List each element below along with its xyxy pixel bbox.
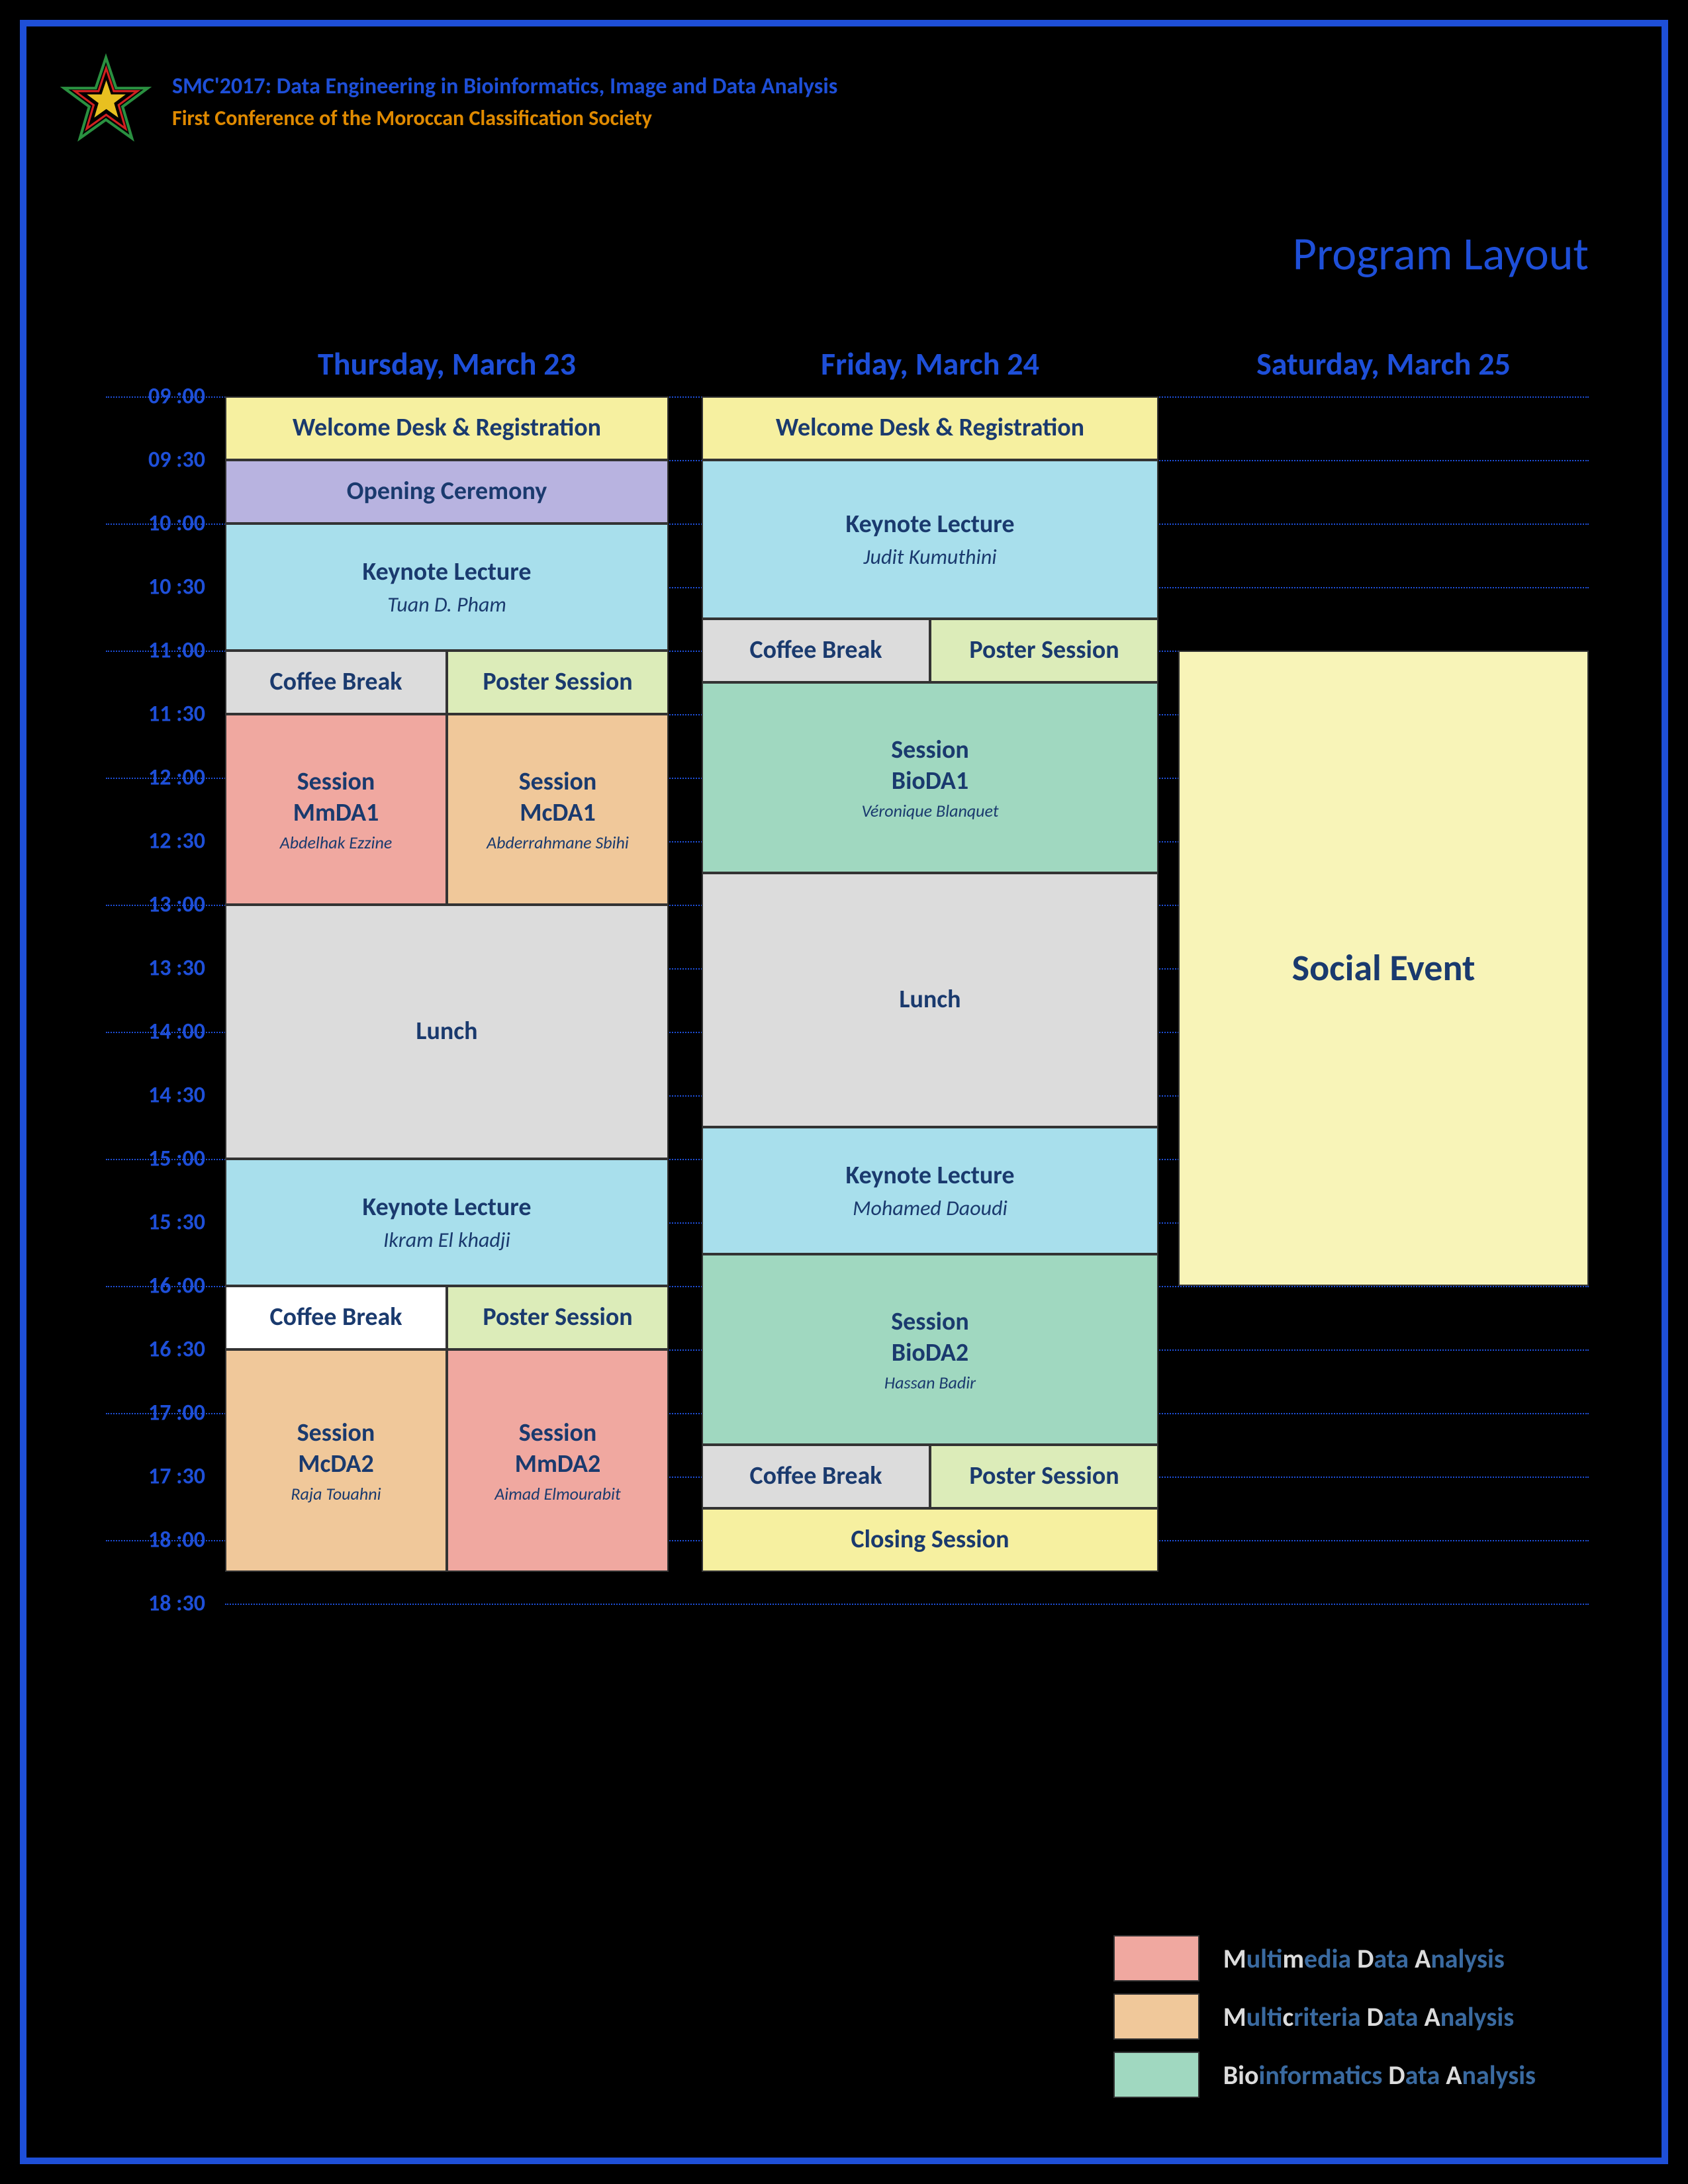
time-label: 12 :30	[148, 828, 205, 855]
schedule-event: SessionMmDA1 Abdelhak Ezzine	[225, 714, 447, 905]
time-label: 14 :30	[148, 1082, 205, 1109]
legend-swatch	[1113, 2052, 1199, 2098]
day-header-saturday: Saturday, March 25	[1178, 344, 1589, 383]
event-chair: Abdelhak Ezzine	[280, 832, 393, 853]
conference-logo-icon	[60, 53, 152, 146]
schedule-event: SessionBioDA2 Hassan Badir	[702, 1254, 1158, 1445]
event-chair: Abderrahmane Sbihi	[487, 832, 629, 853]
time-label: 16 :30	[148, 1336, 205, 1363]
event-title: SessionBioDA1	[891, 735, 969, 797]
schedule-event: Keynote Lecture Mohamed Daoudi	[702, 1127, 1158, 1254]
conference-subtitle: First Conference of the Moroccan Classif…	[172, 105, 837, 131]
legend-item: Multimedia Data Analysis	[1113, 1935, 1536, 1981]
schedule-event: Lunch	[225, 905, 669, 1159]
event-title: Keynote Lecture	[846, 1160, 1015, 1192]
schedule-event: Coffee Break	[702, 1445, 930, 1508]
event-chair: Hassan Badir	[884, 1372, 976, 1393]
event-speaker: Tuan D. Pham	[387, 592, 506, 617]
legend-item: Multicriteria Data Analysis	[1113, 1993, 1536, 2040]
schedule-event: Coffee Break	[225, 1286, 447, 1349]
schedule-event: Social Event	[1178, 651, 1589, 1286]
event-title: Lunch	[416, 1016, 477, 1048]
event-title: SessionMcDA2	[297, 1418, 375, 1480]
schedule-event: Keynote Lecture Judit Kumuthini	[702, 460, 1158, 619]
event-title: SessionBioDA2	[891, 1306, 969, 1369]
schedule-event: Poster Session	[930, 619, 1158, 682]
day-header-thursday: Thursday, March 23	[225, 344, 669, 383]
event-title: Coffee Break	[749, 1461, 882, 1492]
schedule-event: Poster Session	[930, 1445, 1158, 1508]
event-speaker: Judit Kumuthini	[863, 544, 996, 570]
event-chair: Raja Touahni	[291, 1483, 381, 1504]
schedule-event: Keynote Lecture Ikram El khadji	[225, 1159, 669, 1286]
schedule-event: Welcome Desk & Registration	[225, 396, 669, 460]
legend-label: Bioinformatics Data Analysis	[1223, 2059, 1536, 2091]
legend-swatch	[1113, 1935, 1199, 1981]
schedule-event: SessionBioDA1 Véronique Blanquet	[702, 682, 1158, 873]
legend-swatch	[1113, 1993, 1199, 2040]
legend: Multimedia Data Analysis Multicriteria Da…	[1113, 1935, 1536, 2098]
schedule: Thursday, March 23 Friday, March 24 Satu…	[106, 344, 1589, 1667]
time-label: 15 :30	[148, 1209, 205, 1236]
event-title: Coffee Break	[749, 635, 882, 666]
event-title: SessionMmDA1	[293, 766, 379, 829]
event-chair: Véronique Blanquet	[861, 800, 998, 821]
event-title: Poster Session	[483, 666, 632, 698]
event-speaker: Mohamed Daoudi	[853, 1195, 1008, 1221]
event-title: Poster Session	[969, 635, 1119, 666]
event-title: Social Event	[1292, 945, 1476, 991]
schedule-event: Welcome Desk & Registration	[702, 396, 1158, 460]
event-title: Lunch	[899, 984, 961, 1016]
day-header-friday: Friday, March 24	[702, 344, 1158, 383]
schedule-event: Poster Session	[447, 1286, 669, 1349]
event-chair: Aimad Elmourabit	[494, 1483, 620, 1504]
schedule-event: Coffee Break	[702, 619, 930, 682]
event-title: Keynote Lecture	[363, 1192, 532, 1224]
schedule-event: Lunch	[702, 873, 1158, 1127]
legend-label: Multicriteria Data Analysis	[1223, 2001, 1514, 2033]
schedule-event: SessionMcDA1 Abderrahmane Sbihi	[447, 714, 669, 905]
event-title: Coffee Break	[269, 666, 402, 698]
schedule-event: Closing Session	[702, 1508, 1158, 1572]
event-title: Poster Session	[483, 1302, 632, 1334]
time-label: 13 :30	[148, 955, 205, 982]
event-title: Coffee Break	[269, 1302, 402, 1334]
event-title: SessionMmDA2	[515, 1418, 600, 1480]
event-title: Keynote Lecture	[846, 509, 1015, 541]
header: SMC'2017: Data Engineering in Bioinforma…	[60, 53, 837, 146]
schedule-event: Opening Ceremony	[225, 460, 669, 523]
schedule-event: SessionMcDA2 Raja Touahni	[225, 1349, 447, 1572]
time-label: 11 :30	[148, 701, 205, 728]
event-title: SessionMcDA1	[519, 766, 597, 829]
event-title: Welcome Desk & Registration	[776, 412, 1084, 444]
time-label: 09 :30	[148, 447, 205, 474]
schedule-event: Coffee Break	[225, 651, 447, 714]
event-title: Poster Session	[969, 1461, 1119, 1492]
event-speaker: Ikram El khadji	[383, 1227, 510, 1253]
event-title: Keynote Lecture	[363, 557, 532, 588]
event-title: Closing Session	[851, 1524, 1009, 1556]
schedule-event: Poster Session	[447, 651, 669, 714]
legend-item: Bioinformatics Data Analysis	[1113, 2052, 1536, 2098]
page-title: Program Layout	[1293, 225, 1589, 282]
time-label: 17 :30	[148, 1463, 205, 1490]
event-title: Welcome Desk & Registration	[293, 412, 601, 444]
time-label: 10 :30	[148, 574, 205, 601]
event-title: Opening Ceremony	[347, 476, 547, 508]
conference-title: SMC'2017: Data Engineering in Bioinforma…	[172, 73, 837, 100]
legend-label: Multimedia Data Analysis	[1223, 1942, 1505, 1975]
time-label: 18 :30	[148, 1590, 205, 1617]
schedule-event: SessionMmDA2 Aimad Elmourabit	[447, 1349, 669, 1572]
schedule-event: Keynote Lecture Tuan D. Pham	[225, 523, 669, 651]
